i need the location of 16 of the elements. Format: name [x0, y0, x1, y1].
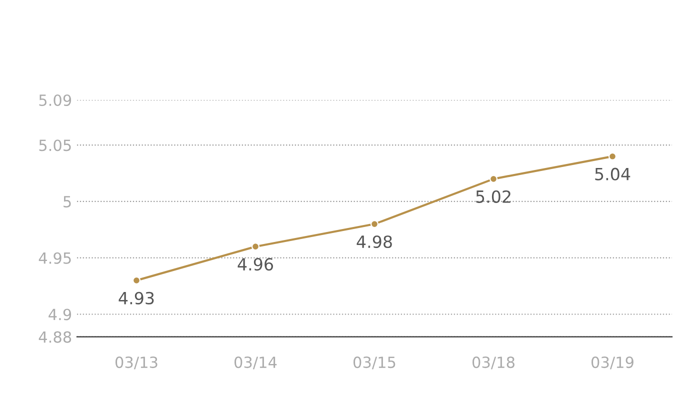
y-tick-label: 4.88 — [38, 331, 72, 343]
y-tick-label: 5 — [64, 196, 71, 208]
y-tick-label: 4.95 — [38, 252, 71, 264]
y-tick-label: 4.9 — [48, 308, 72, 320]
y-tick-label: 5.05 — [39, 140, 71, 152]
data-label: 4.98 — [356, 235, 392, 248]
x-tick-label: 03/18 — [472, 356, 514, 370]
data-label: 4.96 — [238, 258, 274, 271]
data-label: 5.04 — [595, 168, 630, 180]
data-label: 5.02 — [476, 190, 510, 203]
y-tick-label: 5.09 — [39, 94, 72, 106]
x-tick-label: 03/14 — [234, 356, 277, 370]
data-label: 4.93 — [118, 292, 154, 304]
x-tick-label: 03/19 — [591, 356, 634, 370]
x-tick-label: 03/13 — [115, 356, 158, 370]
x-tick-label: 03/15 — [353, 356, 396, 370]
